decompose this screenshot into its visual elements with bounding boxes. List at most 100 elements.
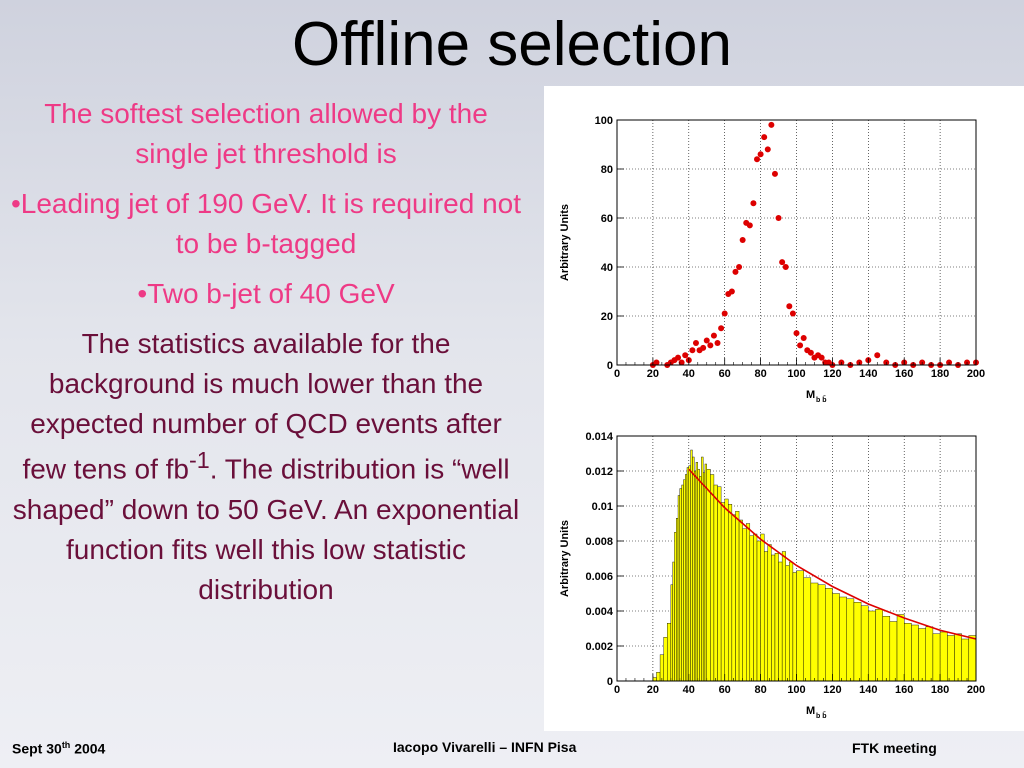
data-point [797, 342, 804, 349]
footer-date-sup: th [61, 740, 71, 750]
histogram-bar [860, 605, 869, 682]
footer-date-year: 2004 [70, 740, 106, 757]
x-tick-label: 200 [967, 368, 985, 380]
x-tick-label: 40 [683, 684, 695, 696]
data-point [818, 354, 825, 361]
histogram-bar [676, 518, 679, 682]
histogram-bar [932, 633, 941, 682]
data-point [764, 146, 771, 153]
data-point [757, 151, 764, 158]
histogram-bar [889, 621, 898, 682]
x-tick-label: 140 [859, 684, 877, 696]
signal-mass-chart: 0 20 40 60 80 100 120 140 160 180 200020406080100M… [559, 115, 985, 404]
statistics-paragraph: The statistics available for the backgro… [8, 324, 524, 610]
histogram-bar [749, 535, 754, 682]
data-point [728, 288, 735, 295]
histogram-bar [918, 628, 926, 682]
exponential-fit-line [688, 468, 977, 640]
x-tick-label: 0 [614, 368, 620, 380]
data-point [653, 359, 660, 366]
histogram-bar [875, 609, 883, 682]
signal-mass-plot: 0 20 40 60 80 100 120 140 160 180 200 0 20 40 60 80 100 M… [544, 86, 1024, 406]
histogram-bar [706, 469, 711, 682]
data-point [779, 259, 786, 266]
data-point [700, 344, 707, 351]
histogram-bar [704, 463, 707, 682]
histogram-bar [652, 677, 657, 682]
histogram-bar [672, 561, 675, 682]
y-tick-label: 0.012 [585, 466, 613, 478]
figure-panel: 0 20 40 60 80 100 120 140 160 180 200 0 20 40 60 80 100 M… [544, 86, 1024, 731]
histogram-bar [785, 565, 790, 682]
y-tick-label: 60 [601, 213, 613, 225]
x-axis-label-subscript: b b̄ [816, 711, 827, 720]
histogram-bar [803, 577, 812, 682]
y-tick-label: 0 [607, 360, 613, 372]
histogram-bar [701, 456, 704, 682]
data-point [736, 264, 743, 270]
histogram-bar [756, 540, 761, 682]
x-tick-label: 0 [614, 684, 620, 696]
background-mass-plot: 0 20 40 60 80 100 120 140 160 180 200 0 0.002 0.004 0.… [544, 416, 1024, 731]
histogram-bar [925, 626, 934, 682]
y-axis-label: Arbitrary Units [559, 204, 571, 281]
data-point [786, 303, 793, 310]
statistics-text-part1: The statistics available for the backgro… [22, 328, 502, 485]
histogram-bar [685, 474, 688, 682]
histogram-bar [663, 637, 668, 682]
histogram-bar [904, 623, 912, 682]
histogram-bar [681, 484, 684, 682]
histogram-bar [686, 467, 690, 682]
histogram-bar [692, 456, 695, 682]
x-tick-label: 80 [754, 684, 766, 696]
x-tick-label: 80 [754, 368, 766, 380]
data-point [754, 156, 761, 163]
x-tick-label: 20 [647, 684, 659, 696]
histogram-bar [746, 523, 751, 682]
histogram-bar [961, 638, 970, 682]
histogram-bar [735, 511, 740, 682]
statistics-superscript: -1 [188, 447, 210, 474]
histogram-bar [674, 532, 677, 682]
slide-title: Offline selection [292, 10, 732, 79]
histogram-bar [688, 465, 691, 682]
histogram-bar [728, 504, 733, 682]
data-point [732, 268, 739, 275]
data-point [771, 170, 778, 177]
histogram-bar [713, 484, 718, 682]
histogram-bar [670, 584, 673, 682]
y-tick-label: 40 [601, 262, 613, 274]
bullet-two-bjets: •Two b-jet of 40 GeV [137, 278, 395, 310]
histogram-bar [825, 588, 833, 682]
histogram-bar [954, 633, 962, 682]
x-tick-label: 100 [787, 368, 805, 380]
histogram-bar [693, 470, 697, 682]
histogram-bar [738, 519, 743, 682]
histogram-bar [679, 488, 682, 682]
histogram-bar [774, 553, 779, 682]
data-point [718, 325, 725, 332]
y-tick-label: 0.002 [585, 641, 613, 653]
data-point [746, 222, 753, 229]
histogram-bar [724, 498, 729, 682]
y-tick-label: 0.008 [585, 536, 613, 548]
histogram-bar [789, 561, 794, 682]
x-axis-label: M [806, 705, 815, 717]
histogram-bar [832, 593, 840, 682]
histogram-bar [767, 544, 772, 682]
histogram-bar [781, 551, 786, 682]
data-point [692, 339, 699, 346]
data-point [714, 339, 721, 346]
histogram-bar [771, 554, 776, 682]
x-tick-label: 100 [787, 684, 805, 696]
slide-text-column: The softest selection allowed by the sin… [8, 94, 524, 620]
data-point [789, 310, 796, 317]
histogram-bar [846, 598, 855, 682]
histogram-bar [742, 528, 747, 682]
histogram-bar [947, 635, 955, 682]
x-tick-label: 140 [859, 368, 877, 380]
x-tick-label: 60 [719, 368, 731, 380]
footer-date: Sept 30th 2004 [12, 740, 105, 757]
histogram-bar [763, 551, 768, 682]
data-point [682, 352, 689, 359]
